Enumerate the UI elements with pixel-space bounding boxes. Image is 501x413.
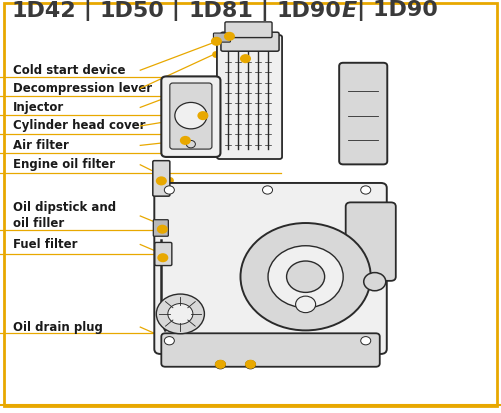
FancyBboxPatch shape	[170, 83, 212, 149]
Circle shape	[268, 246, 343, 308]
FancyBboxPatch shape	[346, 202, 396, 281]
Text: Decompression lever: Decompression lever	[13, 82, 152, 95]
Circle shape	[215, 360, 226, 369]
Circle shape	[156, 176, 167, 185]
Text: Cylinder head cover: Cylinder head cover	[13, 119, 145, 133]
FancyBboxPatch shape	[225, 22, 272, 38]
FancyBboxPatch shape	[217, 35, 282, 159]
FancyBboxPatch shape	[155, 242, 172, 266]
Circle shape	[164, 186, 174, 194]
Text: 1D50: 1D50	[99, 1, 164, 21]
Text: |: |	[76, 0, 99, 21]
Circle shape	[263, 186, 273, 194]
Text: Cold start device: Cold start device	[13, 64, 125, 77]
FancyBboxPatch shape	[153, 220, 168, 236]
FancyBboxPatch shape	[153, 161, 170, 196]
FancyBboxPatch shape	[154, 183, 387, 354]
Circle shape	[224, 32, 235, 41]
FancyBboxPatch shape	[221, 32, 279, 51]
Circle shape	[215, 361, 225, 369]
Text: 1D90: 1D90	[277, 1, 342, 21]
Text: | 1D90: | 1D90	[357, 0, 438, 21]
Text: Engine oil filter: Engine oil filter	[13, 158, 115, 171]
FancyBboxPatch shape	[161, 333, 380, 367]
FancyBboxPatch shape	[339, 63, 387, 164]
Circle shape	[186, 140, 195, 148]
Circle shape	[211, 37, 222, 46]
Text: E: E	[342, 1, 357, 21]
FancyBboxPatch shape	[213, 33, 230, 42]
Text: 1D42: 1D42	[11, 1, 76, 21]
Text: Fuel filter: Fuel filter	[13, 238, 77, 251]
Circle shape	[157, 225, 168, 234]
Circle shape	[364, 273, 386, 291]
Circle shape	[164, 337, 174, 345]
Circle shape	[180, 136, 191, 145]
Circle shape	[245, 360, 256, 369]
Text: |: |	[164, 0, 188, 21]
Circle shape	[361, 337, 371, 345]
Circle shape	[287, 261, 325, 292]
Text: Oil dipstick and
oil filler: Oil dipstick and oil filler	[13, 202, 116, 230]
Circle shape	[156, 294, 204, 334]
Circle shape	[296, 296, 316, 313]
Circle shape	[197, 111, 208, 120]
Circle shape	[157, 253, 168, 262]
Text: Air filter: Air filter	[13, 139, 69, 152]
Circle shape	[240, 223, 371, 330]
Text: Injector: Injector	[13, 101, 64, 114]
FancyBboxPatch shape	[161, 76, 220, 157]
Circle shape	[245, 361, 256, 369]
Circle shape	[168, 304, 193, 324]
Text: |: |	[253, 0, 277, 21]
Circle shape	[175, 102, 207, 129]
Text: Oil drain plug: Oil drain plug	[13, 320, 102, 334]
Text: 1D81: 1D81	[188, 1, 253, 21]
Circle shape	[240, 54, 251, 63]
Circle shape	[361, 186, 371, 194]
